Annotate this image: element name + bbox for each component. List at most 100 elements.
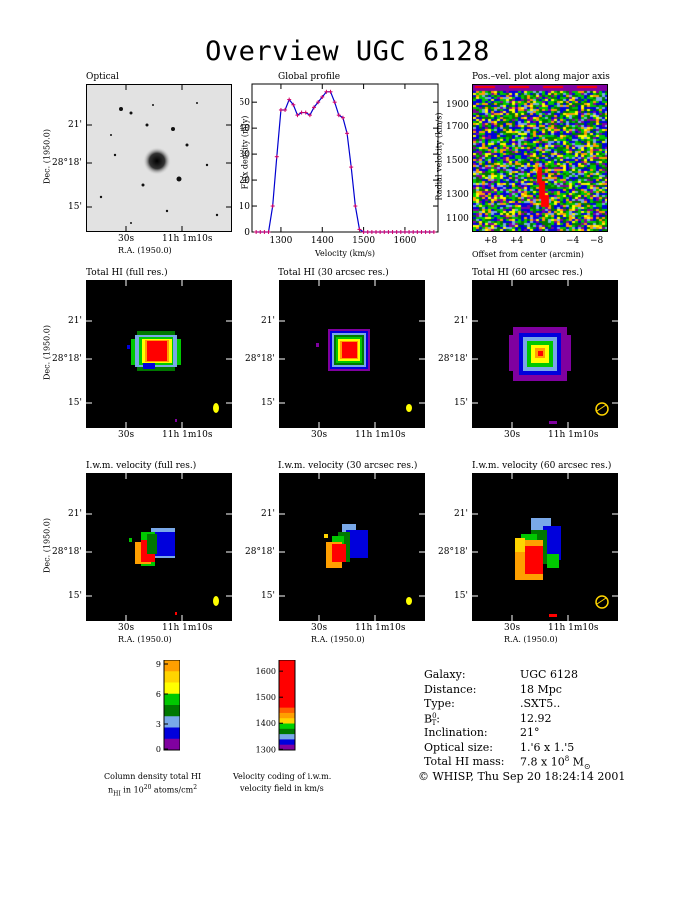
- dec-tick-label: 15': [454, 398, 468, 408]
- profile-frame: [251, 83, 439, 233]
- colorbar-tick-label: 1500: [256, 693, 276, 702]
- beam-circle: [595, 595, 609, 609]
- dec-tick-label: 15': [68, 202, 82, 212]
- ra-axis-label: R.A. (1950.0): [504, 635, 558, 644]
- dec-tick-label: 21': [68, 120, 82, 130]
- optical-star: [119, 107, 123, 111]
- colorbar-segment: [279, 744, 295, 751]
- dec-tick-label: 28°18': [52, 354, 82, 364]
- colorbar-segment: [279, 734, 295, 740]
- info-label: Distance:: [424, 682, 477, 696]
- ra-tick-label: 11h 1m10s: [162, 623, 213, 633]
- pv-y-label: Radial velocity (km/s): [434, 112, 444, 201]
- dec-tick-label: 28°18': [245, 547, 275, 557]
- ra-axis-label: R.A. (1950.0): [118, 635, 172, 644]
- ra-tick-label: 11h 1m10s: [162, 234, 213, 244]
- colorbar-tick-label: 0: [156, 745, 161, 754]
- optical-star: [185, 143, 189, 147]
- dec-axis-label: Dec. (1950.0): [42, 518, 52, 573]
- y-tick-label: 20: [240, 176, 250, 186]
- beam-circle: [595, 402, 609, 416]
- colorbar-segment: [164, 716, 180, 728]
- beam-ellipse: [213, 403, 219, 413]
- colorbar-segment: [279, 670, 295, 677]
- total-60-title: Total HI (60 arcsec res.): [472, 268, 583, 278]
- optical-star: [145, 123, 149, 127]
- total-full-map: [86, 280, 232, 428]
- vel-60-map: [472, 473, 618, 621]
- colorbar-segment: [279, 686, 295, 693]
- dec-tick-label: 28°18': [52, 158, 82, 168]
- colorbar-segment: [279, 675, 295, 682]
- dec-tick-label: 21': [68, 316, 82, 326]
- y-tick-label: 40: [240, 124, 250, 134]
- ra-tick-label: 30s: [118, 234, 135, 244]
- y-tick-label: 0: [244, 228, 250, 238]
- pv-x-tick-label: 0: [540, 236, 546, 246]
- optical-image-svg: [99, 102, 219, 224]
- optical-star: [141, 183, 145, 187]
- ra-tick-label: 30s: [311, 623, 328, 633]
- optical-star: [113, 153, 117, 157]
- ra-tick-label: 30s: [118, 430, 135, 440]
- info-label: Type:: [424, 697, 455, 710]
- pv-plot-title: Pos.–vel. plot along major axis: [472, 72, 610, 82]
- dec-tick-label: 21': [454, 316, 468, 326]
- info-label: Optical size:: [424, 740, 493, 754]
- colorbar-segment: [279, 681, 295, 687]
- colorbar-segment: [279, 691, 295, 698]
- total-full-title: Total HI (full res.): [86, 268, 168, 278]
- colorbar-segment: [279, 697, 295, 703]
- pv-x-tick-label: −4: [566, 236, 580, 246]
- optical-star: [176, 176, 182, 182]
- profile-y-label: Flux density (mJy): [240, 115, 250, 190]
- vel-60-title: I.w.m. velocity (60 arcsec res.): [472, 461, 612, 471]
- colorbar-segment: [164, 727, 180, 740]
- x-tick-label: 1600: [393, 236, 416, 246]
- colorbar-segment: [279, 707, 295, 714]
- column-colorbar-caption2: nHI in 1020 atoms/cm2: [108, 784, 198, 798]
- colorbar-segment: [279, 702, 295, 709]
- dec-tick-label: 21': [261, 316, 275, 326]
- optical-star: [215, 213, 219, 217]
- profile-x-label: Velocity (km/s): [314, 249, 375, 258]
- dec-tick-label: 28°18': [438, 547, 468, 557]
- pv-plot-canvas: [473, 85, 607, 231]
- info-label: Inclination:: [424, 726, 488, 739]
- ra-tick-label: 11h 1m10s: [162, 430, 213, 440]
- colorbar-segment: [279, 723, 295, 730]
- colorbar-segment: [164, 693, 180, 706]
- colorbar-segment: [164, 705, 180, 717]
- total-full-svg: [127, 331, 219, 422]
- vel-60-svg: [515, 518, 609, 617]
- vel-30-svg: [324, 524, 412, 605]
- beam-ellipse: [406, 404, 412, 412]
- colorbar-tick-label: 1400: [256, 719, 276, 728]
- info-label: Total HI mass:: [424, 755, 505, 768]
- dec-tick-label: 28°18': [438, 354, 468, 364]
- pv-y-tick-label: 1300: [446, 190, 469, 200]
- profile-line: [256, 91, 434, 233]
- y-tick-label: 50: [240, 98, 250, 108]
- optical-star: [110, 134, 112, 136]
- pv-x-tick-label: +4: [510, 236, 524, 246]
- pv-x-label: Offset from center (arcmin): [472, 250, 584, 259]
- vel-30-title: I.w.m. velocity (30 arcsec res.): [278, 461, 418, 471]
- x-tick-label: 1300: [269, 236, 292, 246]
- dec-axis-label: Dec. (1950.0): [42, 325, 52, 380]
- total-30-map: [279, 280, 425, 428]
- info-value: 21°: [520, 726, 540, 739]
- optical-star: [196, 102, 198, 104]
- pv-x-tick-label: −8: [590, 236, 604, 246]
- info-value: 12.92: [520, 711, 552, 725]
- colorbar-segment: [164, 738, 180, 751]
- pv-y-tick-label: 1500: [446, 156, 469, 166]
- dec-tick-label: 28°18': [52, 547, 82, 557]
- vel-full-map: [86, 473, 232, 621]
- global-profile-title: Global profile: [278, 72, 341, 82]
- optical-star: [171, 127, 175, 131]
- optical-galaxy: [143, 147, 171, 175]
- info-value: 1.'6 x 1.'5: [520, 740, 575, 754]
- colorbar-tick-label: 1300: [256, 745, 276, 754]
- pv-x-tick-label: +8: [484, 236, 498, 246]
